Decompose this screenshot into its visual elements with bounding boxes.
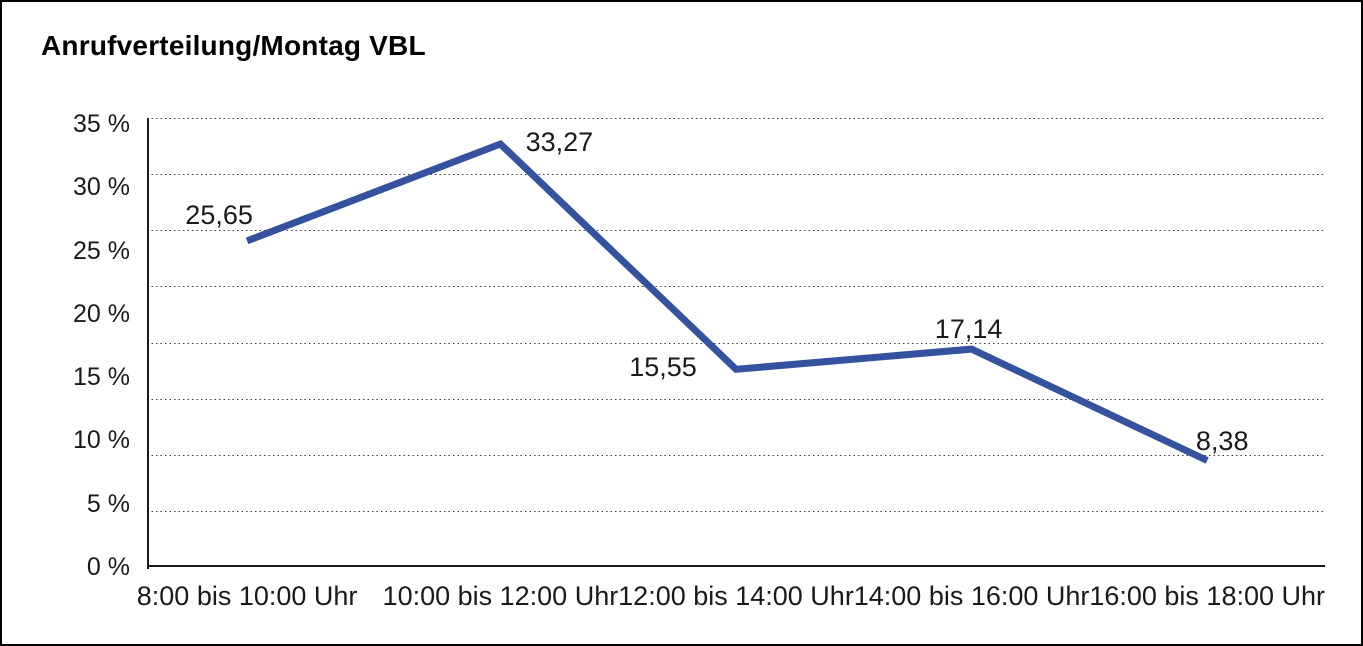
y-tick-label: 5 % [86,489,130,518]
plot-area [147,118,1325,569]
data-point-label: 15,55 [629,352,697,383]
x-category-label: 12:00 bis 14:00 Uhr [618,581,854,611]
x-category-label: 8:00 bis 10:00 Uhr [136,581,358,611]
x-category-label: 16:00 bis 18:00 Uhr [1089,581,1326,611]
y-tick-label: 15 % [73,363,130,392]
gridline [147,118,1325,119]
gridline [147,398,1325,400]
data-point-label: 33,27 [525,127,594,157]
data-point-label: 17,14 [934,314,1003,345]
x-category-label: 14:00 bis 16:00 Uhr [853,581,1090,611]
x-axis-line [147,565,1325,567]
gridline [147,286,1325,288]
gridline [147,454,1325,456]
y-tick-label: 30 % [73,173,130,202]
chart-title: Anrufverteilung/Montag VBL [41,30,426,61]
gridline [147,510,1325,512]
data-point-label: 25,65 [185,199,253,230]
x-category-label: 10:00 bis 12:00 Uhr [382,581,619,611]
y-axis-line [147,118,149,569]
y-tick-label: 25 % [73,236,130,265]
y-tick-label: 35 % [73,110,130,138]
y-tick-label: 10 % [73,426,130,455]
gridline [147,230,1325,232]
series-line-layer [245,139,1209,464]
data-point-label: 8,38 [1195,425,1249,456]
y-tick-label: 0 % [86,553,130,581]
gridline [147,174,1325,176]
y-tick-label: 20 % [73,299,130,328]
gridline [147,342,1325,344]
series-line [245,139,1209,464]
